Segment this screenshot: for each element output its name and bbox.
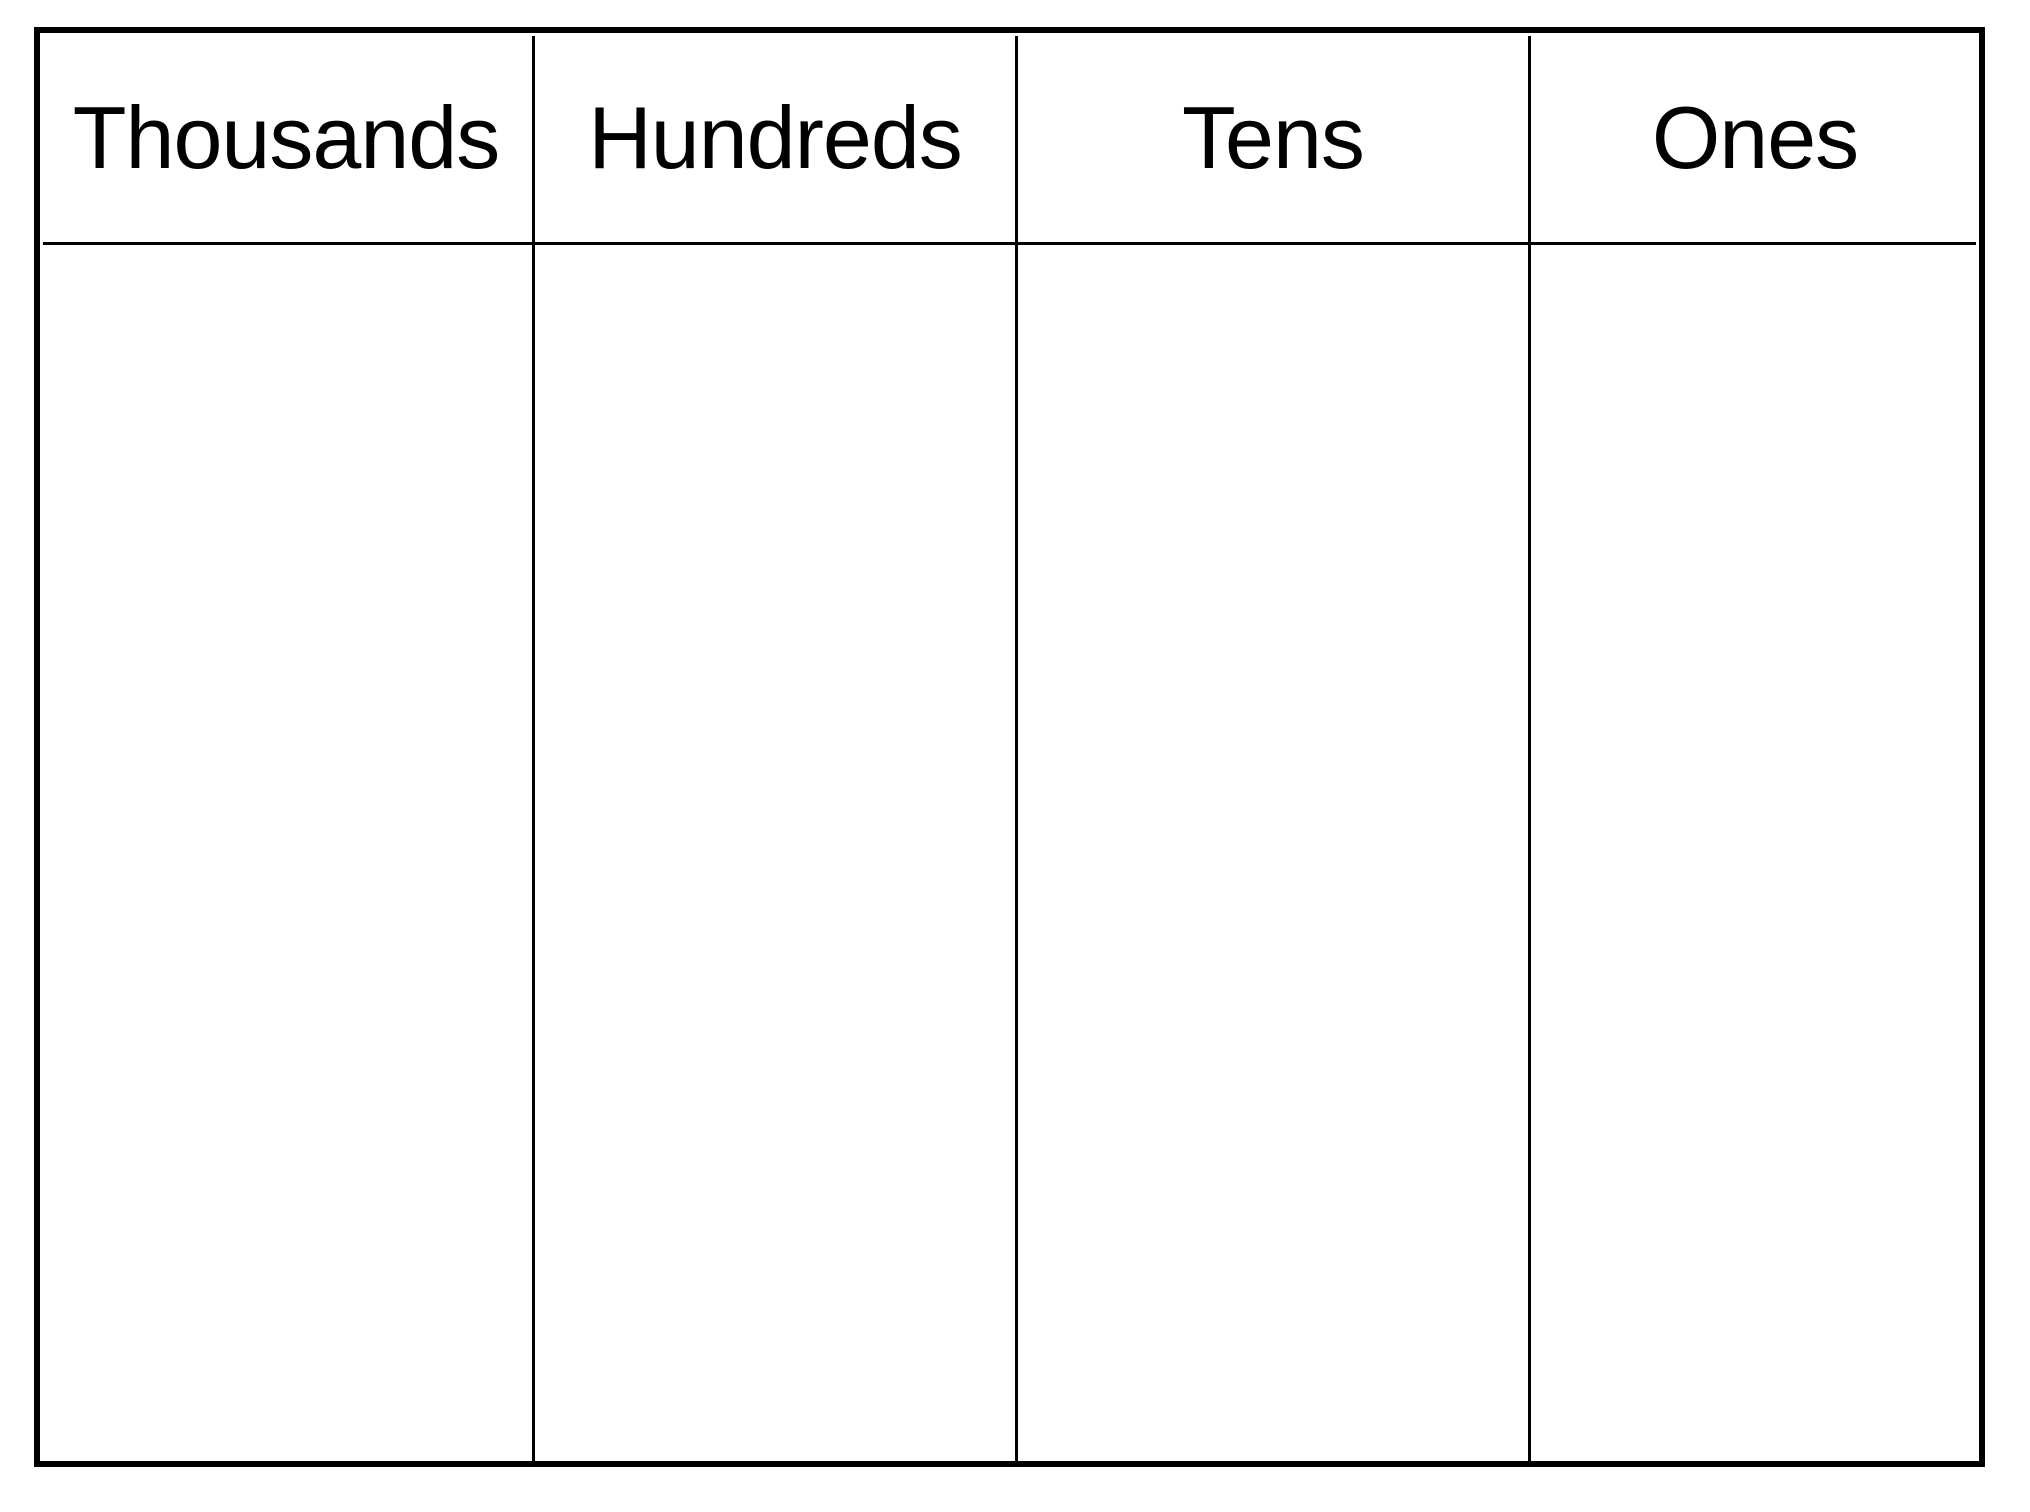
column-header-hundreds: Hundreds [588,87,963,187]
column-header-tens: Tens [1182,87,1365,187]
header-divider [43,242,1976,245]
place-value-chart: Thousands Hundreds Tens Ones [34,27,1985,1467]
column-divider-1 [532,36,535,1461]
column-divider-2 [1015,36,1018,1461]
column-divider-3 [1528,36,1531,1461]
column-header-ones: Ones [1651,87,1859,187]
column-header-thousands: Thousands [72,87,500,187]
